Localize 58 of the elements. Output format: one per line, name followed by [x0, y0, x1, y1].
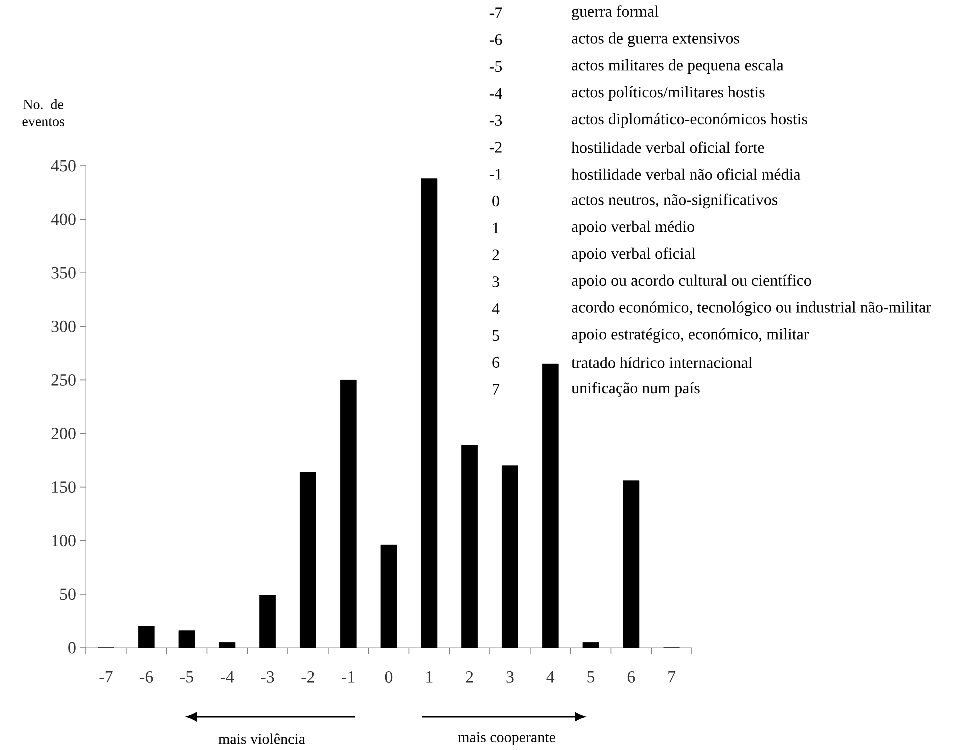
annotation: acordo económico, tecnológico ou industrial não-militar	[572, 302, 932, 316]
y-tick-label: 400	[51, 214, 76, 226]
text: actos militares de pequena escala	[572, 60, 784, 74]
y-tick-label: 0	[68, 642, 76, 654]
x-tick-label: 6	[628, 672, 636, 683]
annotation: 4	[492, 304, 500, 314]
annotation: apoio ou acordo cultural ou científico	[572, 274, 812, 290]
text: actos políticos/militares hostis	[572, 86, 765, 101]
x-tick-label: 7	[668, 672, 676, 683]
x-tick-label: -1	[342, 672, 355, 683]
x-tick-label: 2	[466, 672, 474, 683]
x-tick-label: 3	[506, 672, 514, 683]
y-tick-label: 350	[52, 267, 76, 279]
text: actos diplomático-económicos hostis	[572, 113, 808, 128]
annotation: unificação num país	[572, 382, 700, 397]
annotation: tratado hídrico internacional	[572, 357, 752, 368]
x-tick-label: 5	[588, 672, 595, 683]
text: -3	[490, 115, 502, 126]
text: mais cooperante	[458, 732, 556, 746]
x-tick-label: -5	[180, 672, 194, 683]
text: -2	[490, 142, 502, 153]
x-tick-label: -2	[302, 672, 314, 683]
text: guerra formal	[572, 6, 659, 20]
annotation: 5	[492, 330, 500, 342]
text: hostilidade verbal oficial forte	[572, 142, 764, 154]
text: -7	[490, 8, 502, 18]
y-tick-label: 150	[52, 482, 76, 494]
y-tick-label: 200	[52, 428, 76, 440]
x-tick-label: -3	[261, 672, 274, 683]
text: -4	[490, 88, 502, 99]
text: -6	[490, 34, 502, 46]
y-tick-label: 300	[52, 320, 76, 332]
annotation: -1	[490, 169, 502, 180]
annotation: 1	[493, 222, 500, 234]
y-tick-label: 450	[51, 160, 76, 172]
annotation: 0	[492, 196, 500, 207]
annotation: 6	[492, 357, 500, 368]
annotation: actos neutros, não-significativos	[572, 194, 778, 209]
annotation: 7	[493, 384, 500, 395]
x-tick-label: -6	[140, 672, 154, 683]
annotation: apoio estratégico, económico, militar	[572, 328, 810, 344]
x-tick-label: 4	[546, 672, 555, 683]
y-axis-title: No. de eventos	[22, 100, 64, 126]
x-tick-label: 1	[426, 672, 433, 683]
y-tick-label: 50	[60, 588, 76, 600]
annotation: apoio verbal oficial	[572, 248, 696, 262]
annotation: 3	[492, 276, 500, 288]
text: -5	[490, 61, 502, 72]
x-tick-label: 0	[385, 672, 393, 683]
text: mais violência	[218, 734, 306, 744]
annotation: hostilidade verbal não oficial média	[572, 168, 801, 180]
y-tick-label: 100	[52, 535, 76, 547]
text: actos de guerra extensivos	[572, 32, 740, 48]
y-tick-label: 250	[52, 374, 76, 386]
annotation: apoio verbal médio	[572, 220, 694, 236]
x-tick-label: -7	[100, 672, 113, 683]
x-tick-label: -4	[220, 672, 234, 683]
annotation: 2	[492, 250, 500, 260]
